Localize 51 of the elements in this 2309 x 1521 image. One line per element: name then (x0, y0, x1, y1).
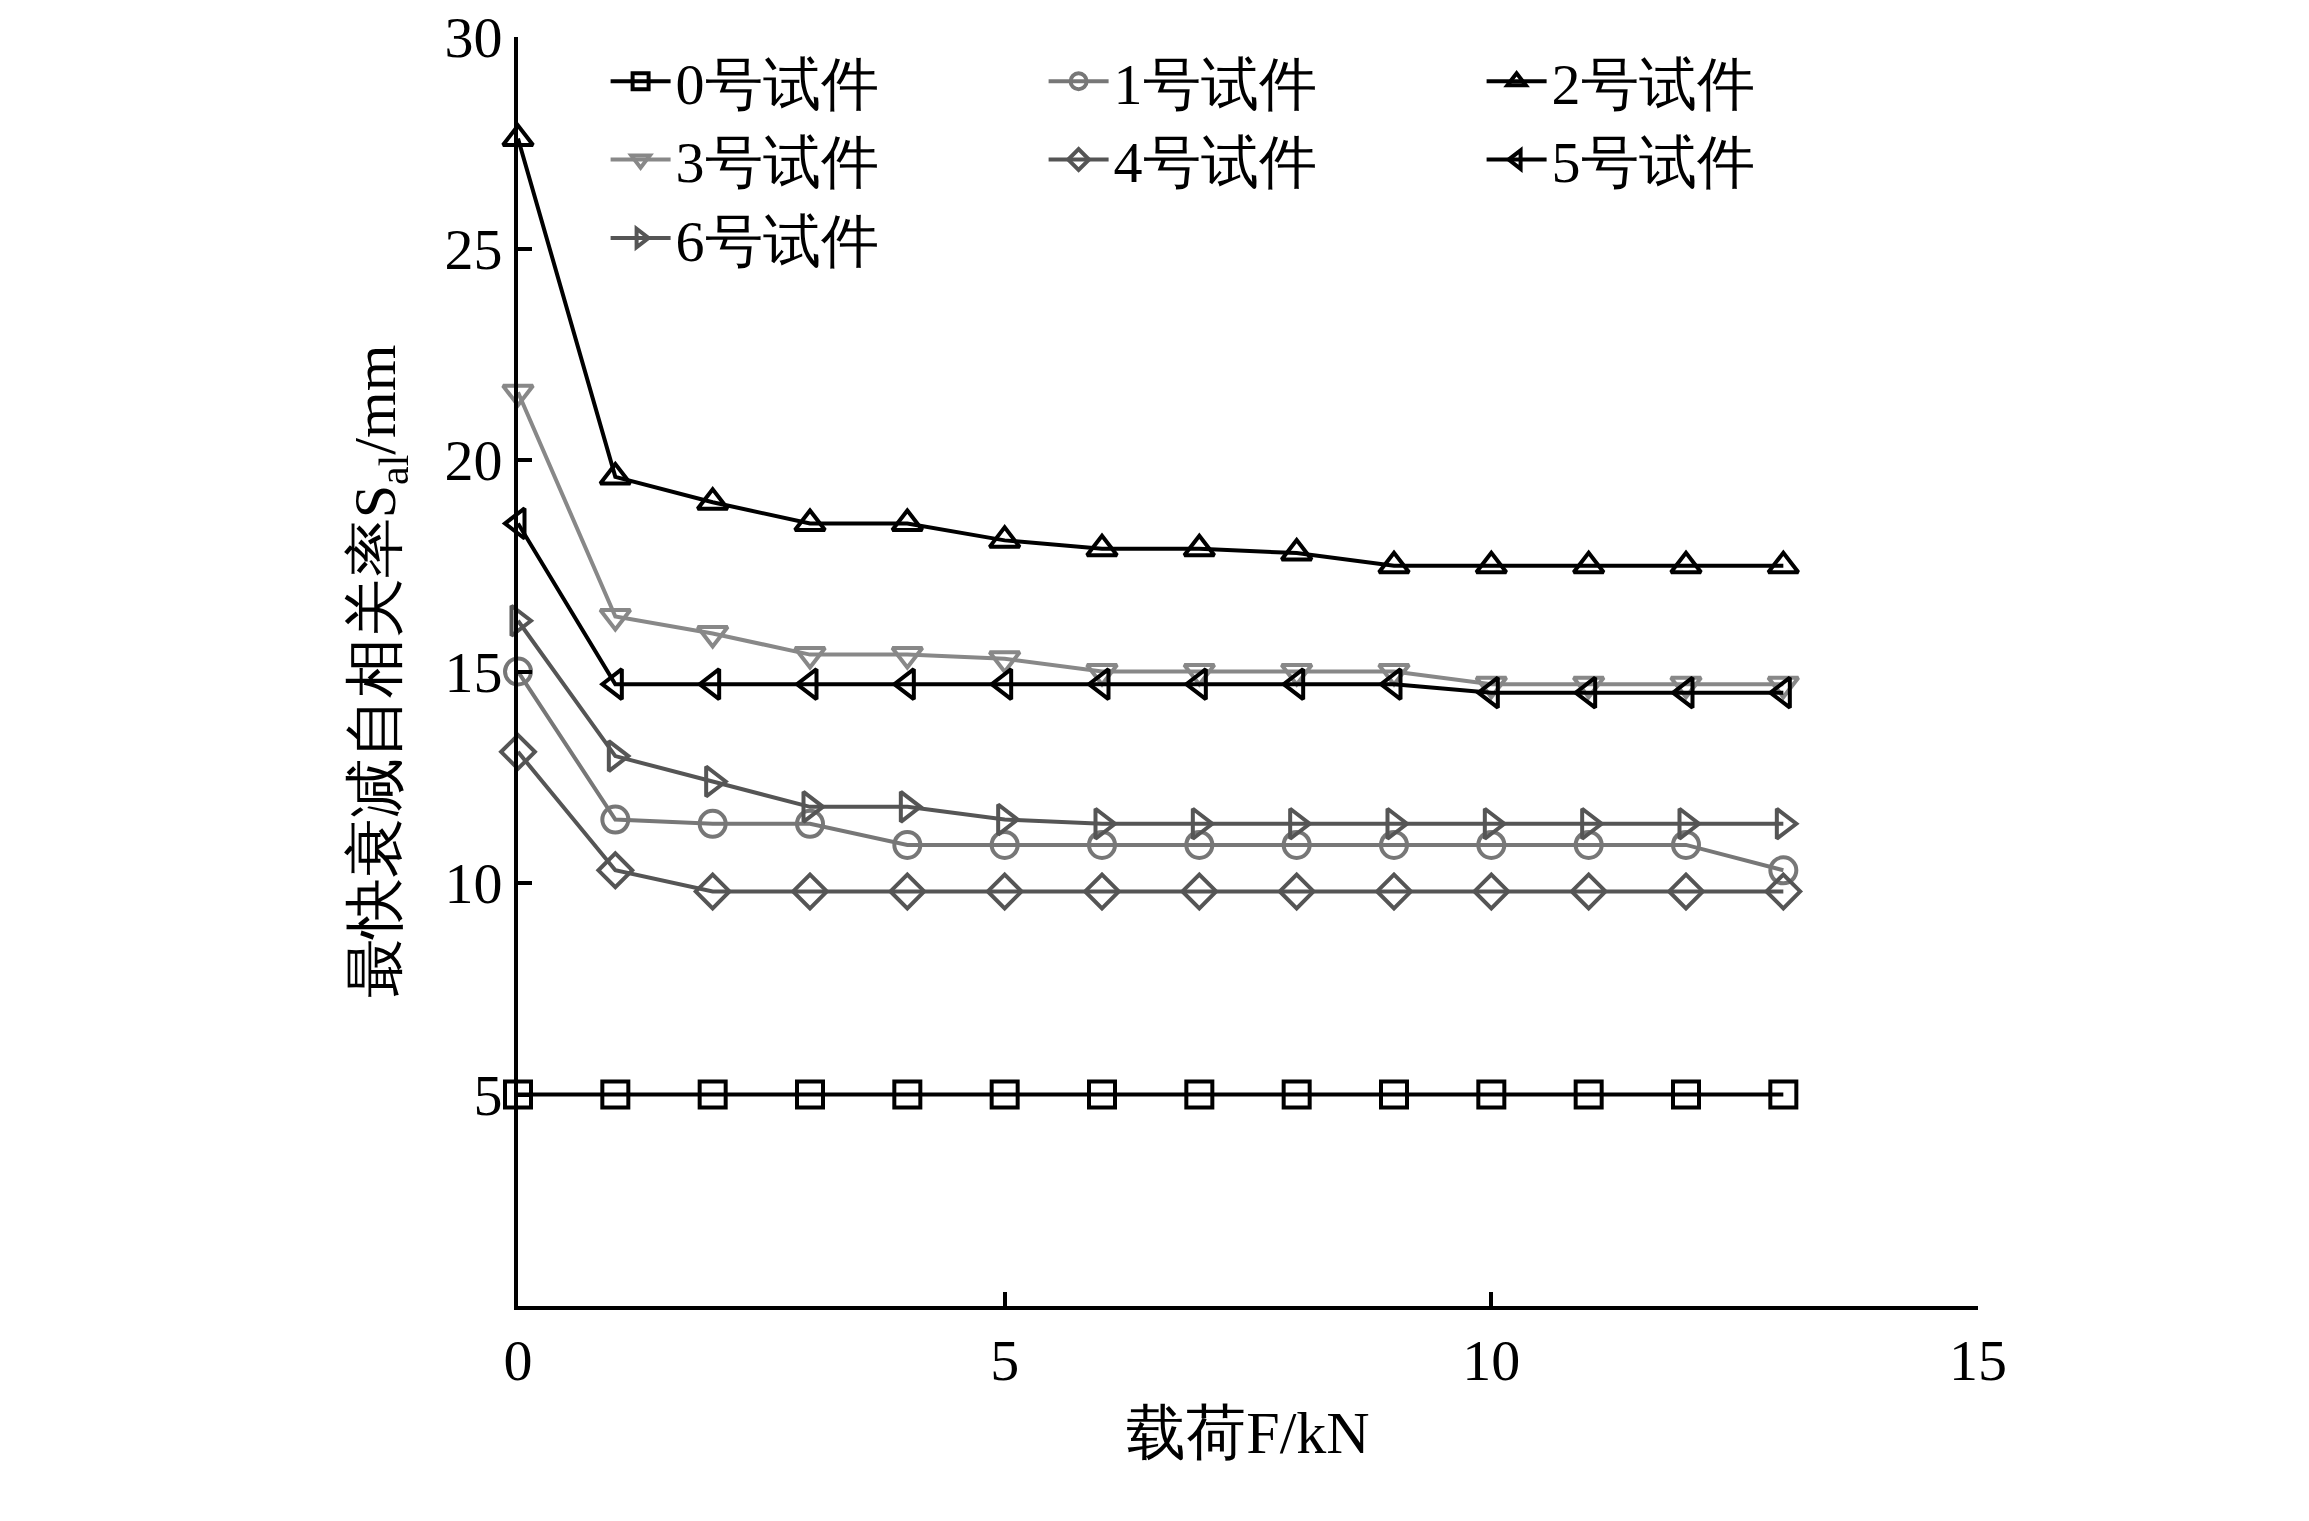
point (888, 872, 927, 911)
point (600, 804, 631, 835)
legend-label: 0号试件 (675, 51, 879, 117)
legend-label: 4号试件 (1113, 130, 1317, 196)
point (503, 1079, 533, 1110)
point (1764, 872, 1803, 911)
y-tick-label: 5 (473, 1062, 503, 1128)
point (1671, 1079, 1701, 1110)
y-tick-label: 15 (444, 639, 503, 705)
point (1087, 1079, 1117, 1110)
y-tick-label: 30 (444, 5, 503, 71)
point (795, 1079, 825, 1110)
point (1184, 1079, 1215, 1110)
point (1375, 872, 1413, 911)
point (1569, 872, 1608, 911)
legend-label: 1号试件 (1113, 51, 1317, 117)
point (499, 732, 537, 771)
x-tick-label: 15 (1949, 1327, 2007, 1393)
point (985, 872, 1024, 911)
point (1472, 872, 1511, 911)
point (791, 872, 829, 911)
point (1768, 855, 1799, 886)
point (892, 829, 923, 860)
point (596, 851, 635, 890)
legend-label: 3号试件 (675, 130, 879, 196)
legend-label: 6号试件 (675, 208, 879, 274)
x-axis-title: 载荷F/kN (1126, 1399, 1370, 1466)
point (1667, 872, 1705, 911)
x-tick-label: 0 (503, 1327, 533, 1393)
point (1277, 872, 1316, 911)
point (503, 656, 533, 687)
point (697, 1079, 728, 1110)
point (693, 872, 732, 911)
point (1083, 872, 1121, 911)
point (600, 1079, 631, 1110)
point (1768, 1079, 1799, 1110)
y-tick-label: 10 (444, 851, 503, 917)
x-tick-label: 5 (990, 1327, 1020, 1393)
y-tick-label: 25 (444, 216, 503, 282)
point (1476, 1079, 1507, 1110)
point (1281, 1079, 1312, 1110)
point (989, 1079, 1020, 1110)
y-tick-label: 20 (444, 428, 503, 494)
point (697, 808, 728, 839)
point (1180, 872, 1219, 911)
legend-label: 5号试件 (1551, 130, 1755, 196)
point (1573, 1079, 1604, 1110)
point (892, 1079, 923, 1110)
point (1379, 1079, 1409, 1110)
legend-label: 2号试件 (1551, 51, 1755, 117)
x-tick-label: 10 (1462, 1327, 1521, 1393)
